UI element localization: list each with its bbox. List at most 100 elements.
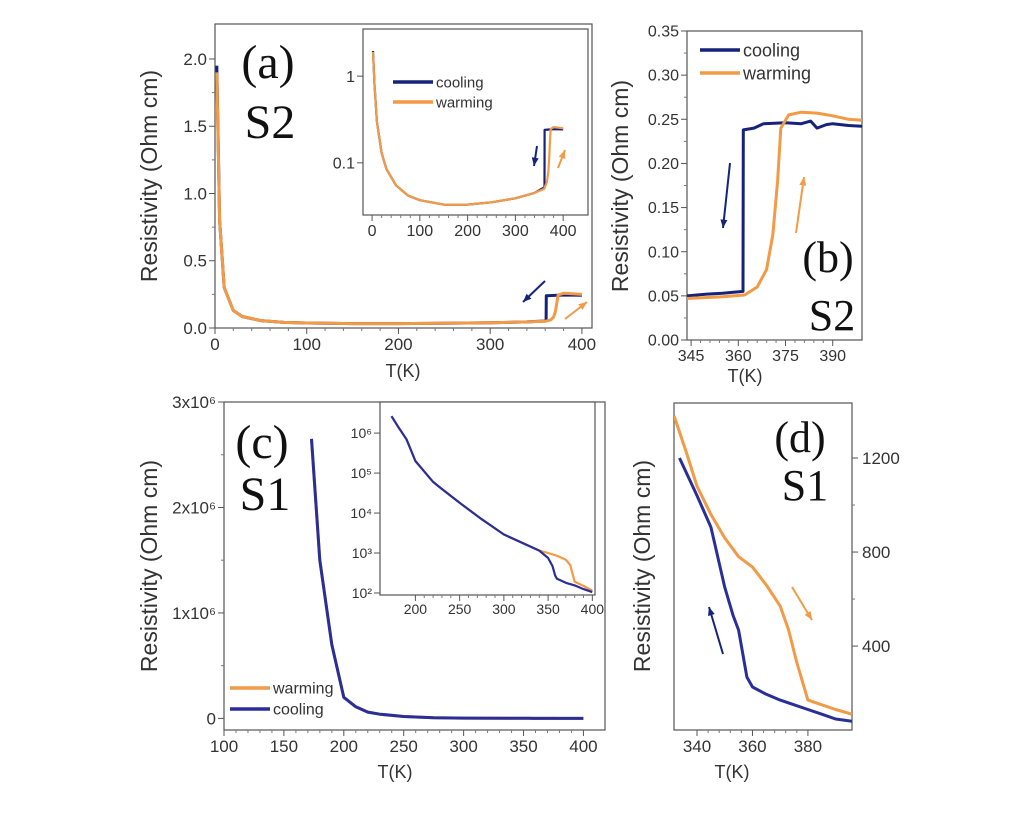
panel-a-ytick-label: 0.5 [183, 252, 207, 271]
panel-b-series-warming [687, 110, 862, 300]
panel-d-plot-area [674, 415, 852, 723]
panel-a-inset-bg [363, 29, 588, 215]
panel-c-inset-xtick-label: 300 [492, 601, 516, 617]
panel-c-series-cooling [310, 438, 584, 720]
panel-d-xtick-label: 340 [683, 737, 711, 756]
panel-c-ytick-label: 3x10⁶ [172, 393, 216, 412]
panel-c-plot-area [310, 438, 584, 720]
panel-d-x-axis-title: T(K) [715, 762, 750, 782]
panel-b-ytick-label: 0.30 [648, 68, 679, 85]
panel-b-arrow-up-shaft [795, 176, 805, 234]
panel-d-ytick-label: 400 [862, 637, 890, 656]
panel-d-panel-label: (d) [774, 413, 825, 462]
panel-a-ytick-label: 2.0 [183, 50, 207, 69]
panel-c-xtick-label: 100 [210, 737, 238, 756]
panel-c-inset-ytick-label: 10³ [352, 545, 373, 561]
panel-b-arrow-down-arrowhead-icon [720, 219, 728, 228]
panel-d-ytick-label: 1200 [862, 449, 900, 468]
panel-c-legend-label-cooling: cooling [273, 702, 324, 719]
panel-b-plot-area [687, 110, 862, 300]
panel-b-ytick-label: 0.05 [648, 288, 679, 305]
panel-a-plot-area [215, 65, 582, 326]
panel-c-inset-series-cooling [390, 415, 593, 594]
panel-c-inset-frame [379, 401, 596, 596]
panel-a-ytick-label: 1.0 [183, 184, 207, 203]
panel-a-inset-arrow-up-arrowhead-icon [558, 150, 566, 159]
panel-a-sample-label: S2 [245, 96, 296, 149]
panel-c-inset-bg [380, 402, 595, 595]
panel-b-xtick-label: 390 [819, 348, 846, 365]
panel-d-xtick-label: 360 [738, 737, 766, 756]
panel-b-legend-label-cooling: cooling [743, 40, 800, 60]
panel-b-ytick-label: 0.35 [648, 24, 679, 41]
panel-c-xtick-label: 400 [569, 737, 597, 756]
panel-a-inset-ytick-label: 0.1 [333, 155, 355, 172]
panel-a-inset-xtick-label: 300 [502, 223, 529, 240]
panel-b-xtick-label: 375 [772, 348, 799, 365]
panel-d-arrow-up-arrowhead-icon [708, 607, 715, 616]
panel-b-ytick-label: 0.15 [648, 200, 679, 217]
panel-b-ytick-label: 0.20 [648, 156, 679, 173]
panel-b-arrow-down-shaft [722, 162, 731, 229]
panel-c-xtick-label: 300 [449, 737, 477, 756]
panel-a-arrow-down-left-arrowhead-icon [523, 293, 532, 302]
panel-d-y-axis-title: Resistivity (Ohm cm) [629, 460, 655, 672]
panel-d-xtick-label: 380 [794, 737, 822, 756]
panel-a-panel-label: (a) [241, 36, 294, 89]
panel-a-inset-arrow-down-arrowhead-icon [531, 157, 539, 166]
panel-a-inset-legend-label-cooling: cooling [436, 74, 484, 91]
panel-c-inset-ytick-label: 10² [352, 585, 373, 601]
panel-c-ytick-label: 1x10⁶ [172, 604, 216, 623]
panel-d-ytick-label: 800 [862, 543, 890, 562]
panel-a-inset-plot-area [371, 50, 564, 206]
panel-b-ytick-label: 0.25 [648, 112, 679, 129]
panel-a-inset-xtick-label: 100 [406, 223, 433, 240]
panel-c-xtick-label: 200 [330, 737, 358, 756]
panel-d-series-warming [674, 415, 852, 716]
panel-a-inset-series-warming [371, 51, 564, 206]
panel-c-inset-xtick-label: 350 [536, 601, 560, 617]
panel-a-inset-ytick-label: 1 [346, 69, 355, 86]
panel-a-y-axis-title: Resistivity (Ohm cm) [136, 70, 162, 282]
panel-b-legend-label-warming: warming [742, 63, 811, 83]
panel-a-xtick-label: 0 [210, 335, 219, 354]
panel-c-inset-plot-area [390, 415, 593, 594]
panel-c-inset-ytick-label: 10⁶ [351, 425, 372, 441]
panel-b-arrow-up-arrowhead-icon [799, 177, 807, 186]
panel-a-x-axis-title: T(K) [386, 361, 421, 381]
panel-c-legend-label-warming: warming [272, 681, 333, 698]
panel-c-sample-label: S1 [240, 468, 291, 521]
panel-d-arrow-down-arrowhead-icon [804, 611, 812, 620]
panel-a-inset-legend-label-warming: warming [435, 94, 493, 111]
panel-a-inset-xtick-label: 0 [368, 223, 377, 240]
panel-b-xtick-label: 360 [725, 348, 752, 365]
panel-a-ytick-label: 0.0 [183, 319, 207, 338]
panel-a-xtick-label: 100 [293, 335, 321, 354]
panel-c-xtick-label: 250 [390, 737, 418, 756]
panel-c-inset-xtick-label: 250 [448, 601, 472, 617]
panel-d-frame [673, 402, 853, 731]
panel-c-xtick-label: 350 [509, 737, 537, 756]
panel-a-xtick-label: 300 [476, 335, 504, 354]
panel-c-xtick-label: 150 [270, 737, 298, 756]
panel-b-ytick-label: 0.10 [648, 244, 679, 261]
panel-c-x-axis-title: T(K) [378, 762, 413, 782]
panel-d-sample-label: S1 [782, 461, 828, 510]
panel-c-panel-label: (c) [235, 416, 288, 469]
panel-a-xtick-label: 200 [384, 335, 412, 354]
panel-c-y-axis-title: Resistivity (Ohm cm) [136, 460, 162, 672]
panel-b-xtick-label: 345 [678, 348, 705, 365]
panel-b-x-axis-title: T(K) [728, 366, 763, 386]
panel-c-inset-xtick-label: 200 [404, 601, 428, 617]
panel-a-arrow-up-right-arrowhead-icon [578, 302, 587, 310]
panel-d-series-cooling [678, 457, 852, 723]
panel-b-sample-label: S2 [809, 291, 855, 340]
panel-a-xtick-label: 400 [568, 335, 596, 354]
panel-b-panel-label: (b) [802, 233, 853, 282]
panel-c-inset-xtick-label: 400 [581, 601, 605, 617]
panel-a-inset-frame [362, 28, 589, 216]
panel-a-frame [214, 23, 593, 329]
panel-a-ytick-label: 1.5 [183, 117, 207, 136]
panel-c-ytick-label: 0 [207, 709, 216, 728]
